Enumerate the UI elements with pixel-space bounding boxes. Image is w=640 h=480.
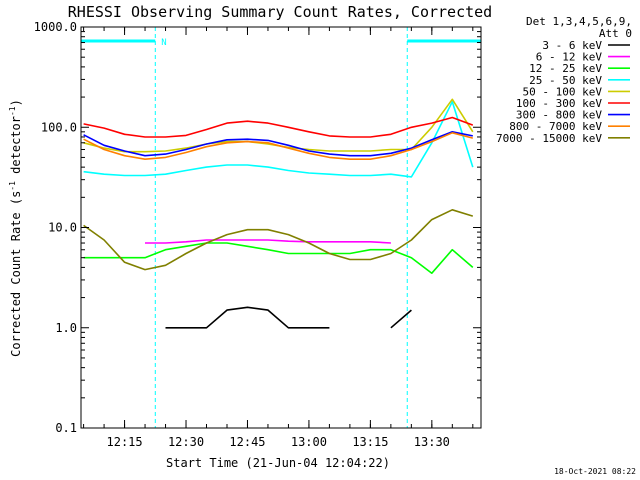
y-tick-label: 0.1 xyxy=(55,421,77,435)
legend-header-2: Att 0 xyxy=(599,27,632,40)
chart-title: RHESSI Observing Summary Count Rates, Co… xyxy=(68,3,492,21)
footer-timestamp: 18-Oct-2021 08:22 xyxy=(554,467,636,476)
legend-label: 7000 - 15000 keV xyxy=(496,132,602,145)
series-line-7000-15000-kev xyxy=(83,209,474,271)
legend-label: 12 - 25 keV xyxy=(529,62,602,75)
night-marker-label: N xyxy=(161,38,166,48)
plot-frame xyxy=(80,26,482,429)
x-tick-label: 13:30 xyxy=(414,435,450,449)
legend-label: 25 - 50 keV xyxy=(529,74,602,87)
x-tick-label: 12:30 xyxy=(168,435,204,449)
legend-label: 300 - 800 keV xyxy=(516,109,602,122)
x-tick-label: 13:00 xyxy=(291,435,327,449)
x-tick-label: 12:45 xyxy=(229,435,265,449)
legend-label: 800 - 7000 keV xyxy=(509,120,602,133)
series-line-800-7000-kev xyxy=(83,132,474,160)
legend-label: 3 - 6 keV xyxy=(542,39,602,52)
series-line-6-12-kev xyxy=(145,239,391,244)
y-axis-ticks: 0.1 1.0 10.0 100.0 1000.0 xyxy=(34,20,481,435)
y-axis-label: Corrected Count Rate (s-1 detector-1) xyxy=(8,99,23,357)
x-axis-label: Start Time (21-Jun-04 12:04:22) xyxy=(166,456,390,470)
legend-label: 100 - 300 keV xyxy=(516,97,602,110)
series-line-12-25-kev xyxy=(83,242,474,274)
plot-area: N xyxy=(80,27,482,428)
y-tick-label: 1.0 xyxy=(55,321,77,335)
series-line-100-300-kev xyxy=(83,116,474,138)
series-line-25-50-kev xyxy=(83,100,474,178)
y-tick-label: 1000.0 xyxy=(34,20,77,34)
x-tick-label: 13:15 xyxy=(352,435,388,449)
x-axis-ticks: 12:15 12:30 12:45 13:00 13:15 13:30 xyxy=(83,27,474,449)
legend-label: 6 - 12 keV xyxy=(536,51,603,64)
legend-label: 50 - 100 keV xyxy=(523,85,603,98)
series-line-300-800-kev xyxy=(83,131,473,157)
series-line-3-6-kev xyxy=(165,306,412,329)
legend-header-1: Det 1,3,4,5,6,9, xyxy=(526,15,632,28)
y-tick-label: 10.0 xyxy=(48,221,77,235)
y-tick-label: 100.0 xyxy=(41,120,77,134)
x-tick-label: 12:15 xyxy=(107,435,143,449)
